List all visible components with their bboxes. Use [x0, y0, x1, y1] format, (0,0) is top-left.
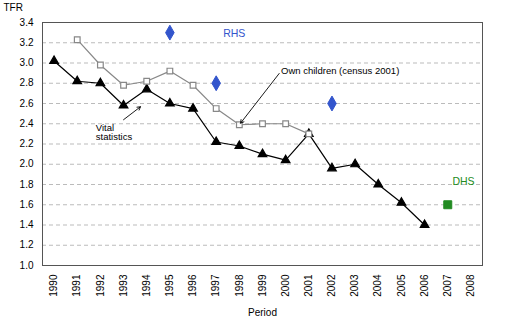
svg-text:2007: 2007	[442, 274, 453, 297]
svg-text:1992: 1992	[95, 274, 106, 297]
svg-text:1999: 1999	[257, 274, 268, 297]
svg-text:3.0: 3.0	[20, 57, 34, 68]
svg-text:1996: 1996	[187, 274, 198, 297]
svg-text:Period: Period	[248, 307, 277, 318]
svg-text:2008: 2008	[465, 274, 476, 297]
svg-text:Vitalstatistics: Vitalstatistics	[96, 121, 133, 141]
svg-text:3.2: 3.2	[20, 37, 34, 48]
svg-text:RHS: RHS	[223, 27, 245, 39]
svg-text:1.0: 1.0	[20, 260, 34, 271]
svg-text:2.0: 2.0	[20, 158, 34, 169]
svg-text:2002: 2002	[326, 274, 337, 297]
svg-text:2000: 2000	[280, 274, 291, 297]
svg-text:1.6: 1.6	[20, 199, 34, 210]
svg-text:1993: 1993	[118, 274, 129, 297]
svg-text:1991: 1991	[71, 274, 82, 297]
svg-text:1.8: 1.8	[20, 179, 34, 190]
svg-text:2003: 2003	[349, 274, 360, 297]
svg-text:TFR: TFR	[4, 2, 23, 13]
svg-text:1997: 1997	[210, 274, 221, 297]
svg-text:2005: 2005	[396, 274, 407, 297]
svg-text:1.4: 1.4	[20, 219, 34, 230]
svg-text:2.2: 2.2	[20, 138, 34, 149]
svg-text:1994: 1994	[141, 274, 152, 297]
svg-text:2.8: 2.8	[20, 77, 34, 88]
svg-text:3.4: 3.4	[20, 17, 34, 28]
svg-text:DHS: DHS	[452, 175, 474, 187]
svg-text:1.2: 1.2	[20, 239, 34, 250]
svg-text:Own children (census 2001): Own children (census 2001)	[281, 65, 399, 76]
svg-text:1995: 1995	[164, 274, 175, 297]
svg-text:2.4: 2.4	[20, 118, 34, 129]
svg-text:1998: 1998	[234, 274, 245, 297]
svg-text:2.6: 2.6	[20, 98, 34, 109]
svg-text:1990: 1990	[48, 274, 59, 297]
svg-text:2001: 2001	[303, 274, 314, 297]
svg-text:2006: 2006	[419, 274, 430, 297]
svg-text:2004: 2004	[372, 274, 383, 297]
